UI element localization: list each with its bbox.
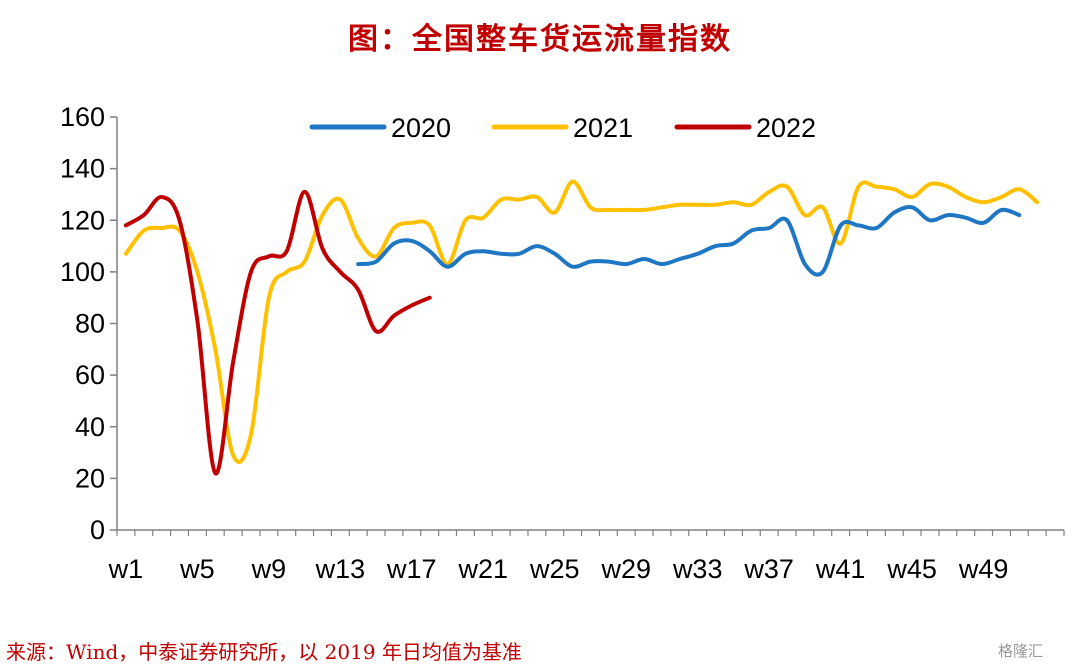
x-tick-label: w13 xyxy=(315,554,366,584)
y-tick-label: 20 xyxy=(75,463,105,493)
legend-label-2020: 2020 xyxy=(391,113,451,143)
x-tick-label: w33 xyxy=(672,554,723,584)
x-tick-label: w37 xyxy=(743,554,794,584)
series-lines xyxy=(123,179,1040,476)
x-tick-label: w9 xyxy=(251,554,287,584)
y-tick-label: 140 xyxy=(60,154,105,184)
y-axis-ticks: 0 20 40 60 80 100 120 140 160 xyxy=(60,102,117,545)
y-tick-label: 80 xyxy=(75,309,105,339)
x-tick-label: w1 xyxy=(108,554,144,584)
x-tick-label: w5 xyxy=(179,554,215,584)
series-line-2021 xyxy=(123,179,1040,464)
chart-title: 图：全国整车货运流量指数 xyxy=(348,22,732,57)
axes xyxy=(116,117,1064,531)
series-line-2022 xyxy=(123,189,432,476)
legend: 2020 2021 2022 xyxy=(309,113,816,143)
y-tick-label: 40 xyxy=(75,412,105,442)
x-axis-ticks: w1 w5 w9 w13 w17 w21 w25 w29 w33 w37 w41 w45 w49 xyxy=(108,530,1065,584)
y-tick-label: 0 xyxy=(90,515,105,545)
x-tick-label: w17 xyxy=(386,554,437,584)
y-tick-label: 120 xyxy=(60,205,105,235)
x-tick-label: w21 xyxy=(458,554,509,584)
source-note: 来源：Wind，中泰证券研究所，以 2019 年日均值为基准 xyxy=(6,640,522,664)
watermark-logo: 格隆汇 xyxy=(998,642,1044,660)
y-tick-label: 60 xyxy=(75,360,105,390)
legend-label-2022: 2022 xyxy=(756,113,816,143)
y-tick-label: 160 xyxy=(60,102,105,132)
x-tick-label: w25 xyxy=(529,554,580,584)
x-tick-label: w41 xyxy=(815,554,866,584)
x-tick-label: w49 xyxy=(958,554,1009,584)
series-line-2020 xyxy=(356,205,1022,277)
x-tick-label: w29 xyxy=(600,554,651,584)
y-tick-label: 100 xyxy=(60,257,105,287)
x-tick-label: w45 xyxy=(886,554,937,584)
legend-label-2021: 2021 xyxy=(573,113,633,143)
